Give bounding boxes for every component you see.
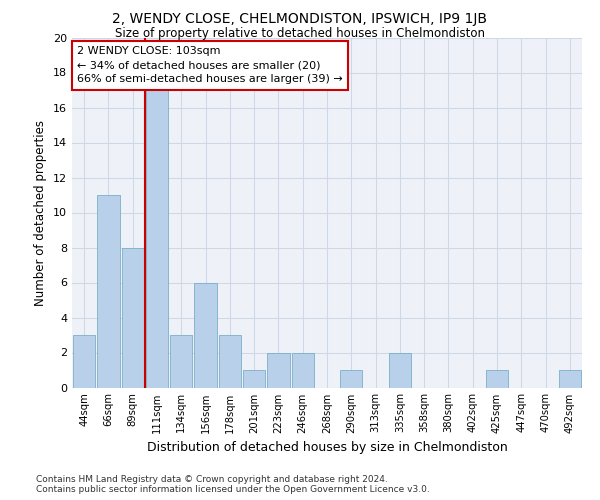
Bar	[389, 352, 411, 388]
Bar	[340, 370, 362, 388]
Bar	[97, 195, 119, 388]
Bar	[122, 248, 144, 388]
X-axis label: Distribution of detached houses by size in Chelmondiston: Distribution of detached houses by size …	[146, 441, 508, 454]
Bar	[73, 335, 95, 388]
Text: 2 WENDY CLOSE: 103sqm
← 34% of detached houses are smaller (20)
66% of semi-deta: 2 WENDY CLOSE: 103sqm ← 34% of detached …	[77, 46, 343, 84]
Text: Size of property relative to detached houses in Chelmondiston: Size of property relative to detached ho…	[115, 28, 485, 40]
Bar	[146, 90, 168, 388]
Text: 2, WENDY CLOSE, CHELMONDISTON, IPSWICH, IP9 1JB: 2, WENDY CLOSE, CHELMONDISTON, IPSWICH, …	[113, 12, 487, 26]
Bar	[170, 335, 193, 388]
Bar	[243, 370, 265, 388]
Bar	[218, 335, 241, 388]
Bar	[267, 352, 290, 388]
Bar	[559, 370, 581, 388]
Y-axis label: Number of detached properties: Number of detached properties	[34, 120, 47, 306]
Bar	[194, 282, 217, 388]
Bar	[292, 352, 314, 388]
Text: Contains HM Land Registry data © Crown copyright and database right 2024.
Contai: Contains HM Land Registry data © Crown c…	[36, 474, 430, 494]
Bar	[486, 370, 508, 388]
